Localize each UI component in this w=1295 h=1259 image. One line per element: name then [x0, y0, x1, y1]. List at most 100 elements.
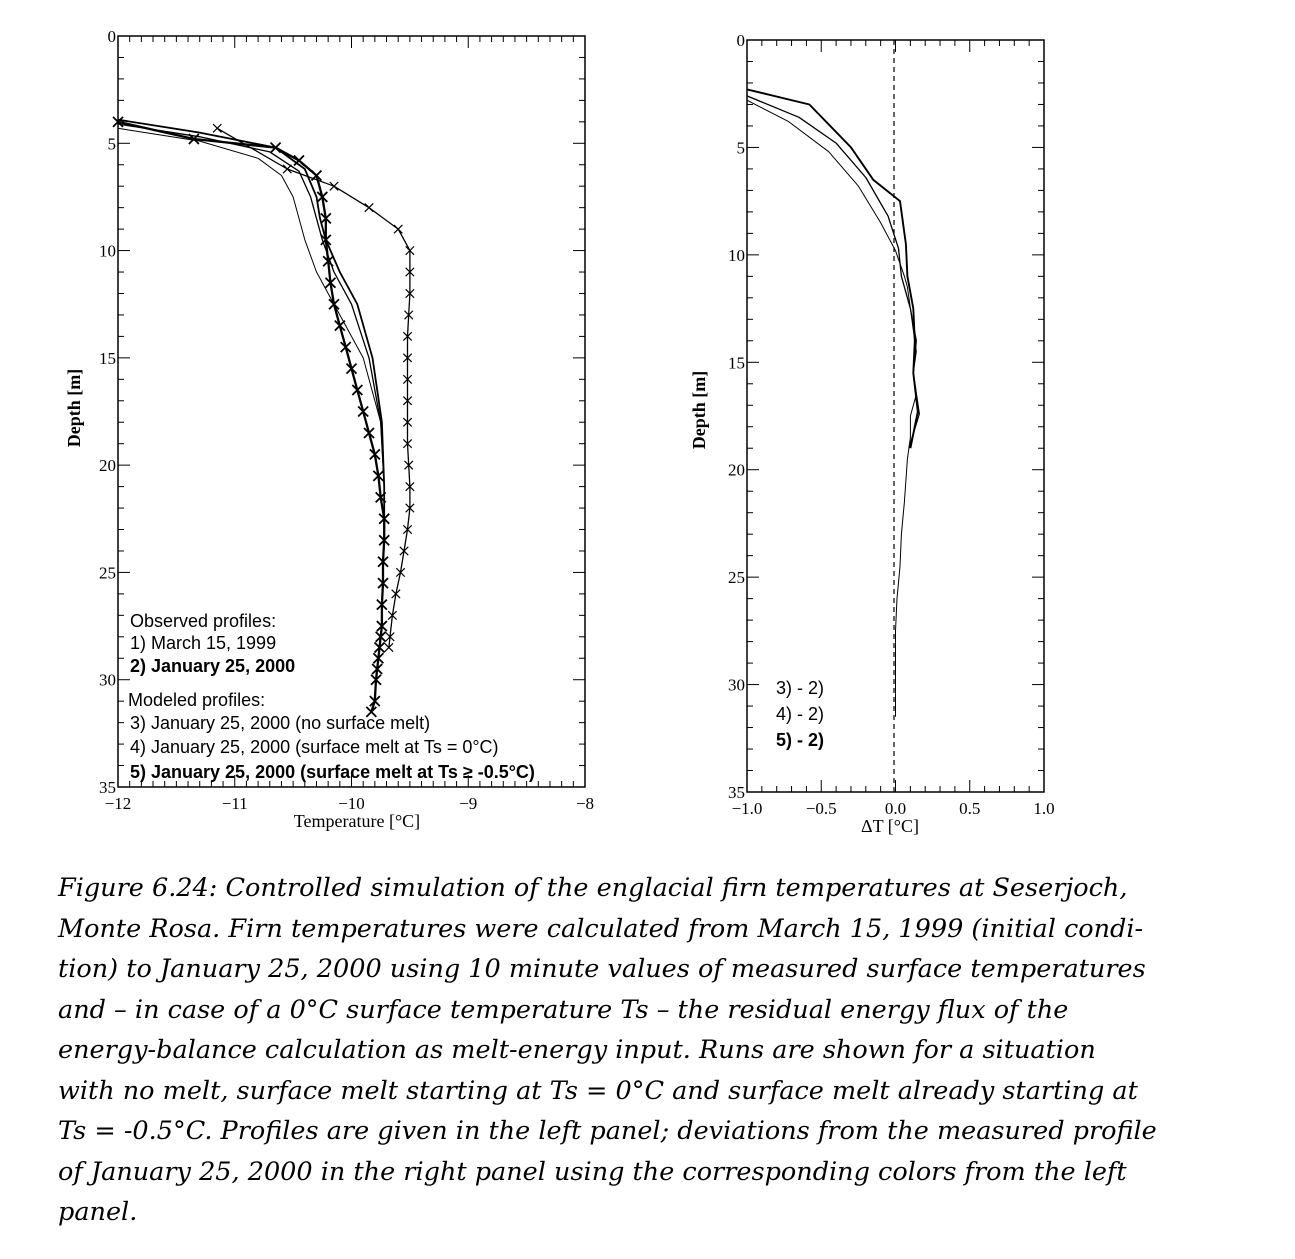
left-series-1-point [385, 632, 395, 642]
right-y-tick-label: 5 [737, 138, 746, 157]
legend-entry-5: 5) January 25, 2000 (surface melt at Ts … [130, 762, 535, 782]
left-series-1-point [405, 503, 415, 513]
caption-line-3: tion) to January 25, 2000 using 10 minut… [58, 954, 1146, 984]
legend-observed-header: Observed profiles: [130, 611, 276, 631]
right-x-tick-label: −1.0 [732, 799, 763, 818]
left-series-2-point [365, 706, 377, 718]
caption-line-6: with no melt, surface melt starting at T… [58, 1075, 1138, 1106]
right-x-tick-label: −0.5 [806, 799, 837, 818]
left-y-tick-label: 25 [99, 563, 116, 582]
left-series-2-point [373, 641, 386, 654]
left-series-1-point [402, 374, 413, 384]
legend-entry-2: 2) January 25, 2000 [130, 656, 295, 676]
left-series-1-point [395, 567, 406, 578]
left-series-1-point [402, 439, 413, 449]
left-series-1-point [402, 396, 413, 406]
right-y-tick-label: 20 [728, 461, 745, 480]
left-y-tick-labels: 0 5 10 15 20 25 30 35 [99, 27, 116, 797]
caption-line-4: and – in case of a 0°C surface temperatu… [58, 994, 1069, 1025]
left-legend: Observed profiles: 1) March 15, 1999 2) … [128, 611, 535, 782]
legend-modeled-header: Modeled profiles: [128, 690, 265, 710]
left-series-1-point [405, 288, 415, 299]
left-series-1-point [384, 642, 394, 653]
left-series-1-point [402, 331, 413, 342]
left-x-tick-label: −12 [105, 794, 132, 813]
left-series-2-point [320, 212, 332, 225]
left-series-2-point [371, 663, 383, 675]
left-series-2-point [340, 341, 352, 353]
left-y-tick-label: 5 [108, 134, 117, 153]
left-series-2-point [363, 427, 375, 439]
right-y-axis-label: Depth [m] [689, 371, 709, 450]
left-series-1-point [404, 310, 414, 320]
right-x-tick-labels: −1.0 −0.5 0.0 0.5 1.0 [732, 799, 1055, 818]
left-y-axis-label: Depth [m] [64, 369, 84, 448]
right-y-tick-label: 0 [737, 31, 746, 50]
right-legend: 3) - 2) 4) - 2) 5) - 2) [776, 678, 824, 750]
right-y-tick-label: 10 [728, 246, 745, 265]
left-series-1-point [405, 267, 415, 277]
left-series-2-point [357, 405, 369, 418]
right-x-axis-label: ΔT [°C] [861, 816, 919, 836]
caption-line-9: panel. [58, 1197, 138, 1227]
left-x-tick-label: −10 [338, 794, 365, 813]
left-series-2-point [345, 362, 358, 375]
left-series-2-point [376, 598, 388, 611]
left-axis-ticks [117, 35, 586, 788]
left-series-2-point [316, 191, 328, 203]
legend-entry-1: 1) March 15, 1999 [130, 633, 276, 653]
left-series-1-point [393, 224, 403, 234]
caption-line-2: Monte Rosa. Firn temperatures were calcu… [58, 913, 1144, 944]
left-series-1-point [364, 203, 374, 213]
right-y-tick-label: 25 [728, 568, 745, 587]
left-series-1-point [399, 546, 409, 556]
caption-line-8: of January 25, 2000 in the right panel u… [58, 1156, 1127, 1187]
figure-panels: −12 −11 −10 −9 −8 0 5 10 15 20 25 30 35 Temperature… [64, 27, 1055, 836]
left-x-tick-label: −11 [222, 794, 248, 813]
left-series-2-point [369, 695, 381, 707]
left-x-axis-label: Temperature [°C] [294, 811, 420, 831]
left-series-2-point [377, 577, 389, 589]
left-series-2-point [310, 169, 323, 182]
left-series-2-point [293, 154, 305, 167]
left-series-2-point [376, 620, 388, 632]
right-legend-entry-5: 5) - 2) [776, 730, 824, 750]
left-series-line-4 [117, 123, 385, 530]
left-series-group [112, 116, 415, 718]
right-y-tick-label: 30 [728, 676, 745, 695]
right-axis-ticks [746, 39, 1045, 793]
left-y-tick-label: 20 [99, 456, 116, 475]
left-series-1-point [405, 481, 415, 492]
caption-line-7: Ts = -0.5°C. Profiles are given in the l… [58, 1116, 1157, 1146]
left-series-1-point [329, 181, 339, 191]
right-x-tick-label: 0.0 [885, 799, 906, 818]
left-series-1-point [402, 524, 413, 535]
left-series-2-point [372, 470, 384, 482]
right-x-tick-label: 0.5 [959, 799, 980, 818]
left-y-tick-label: 30 [99, 671, 116, 690]
left-panel: −12 −11 −10 −9 −8 0 5 10 15 20 25 30 35 Temperature… [64, 27, 594, 831]
legend-entry-3: 3) January 25, 2000 (no surface melt) [130, 713, 430, 733]
left-series-1-point [402, 353, 413, 363]
right-x-tick-label: 1.0 [1033, 799, 1054, 818]
left-series-2-point [369, 448, 381, 461]
left-series-2-point [370, 674, 382, 686]
right-legend-entry-4: 4) - 2) [776, 704, 824, 724]
left-series-1-point [391, 589, 401, 599]
left-series-1-point [387, 610, 397, 620]
left-series-1-point [405, 245, 415, 256]
left-x-tick-labels: −12 −11 −10 −9 −8 [105, 794, 594, 813]
left-series-1-point [282, 164, 292, 174]
right-series-group [746, 88, 920, 717]
right-y-tick-labels: 0 5 10 15 20 25 30 35 [728, 31, 745, 802]
left-series-2-point [324, 277, 337, 289]
right-legend-entry-3: 3) - 2) [776, 678, 824, 698]
caption-line-1: Figure 6.24: Controlled simulation of th… [58, 873, 1128, 903]
left-series-line-5 [117, 118, 386, 530]
left-x-tick-label: −8 [576, 794, 594, 813]
left-y-tick-label: 10 [99, 242, 116, 261]
left-series-2-point [334, 320, 346, 332]
left-series-1-point [402, 417, 413, 427]
left-series-1-point [404, 460, 414, 470]
left-y-tick-label: 0 [108, 27, 117, 46]
